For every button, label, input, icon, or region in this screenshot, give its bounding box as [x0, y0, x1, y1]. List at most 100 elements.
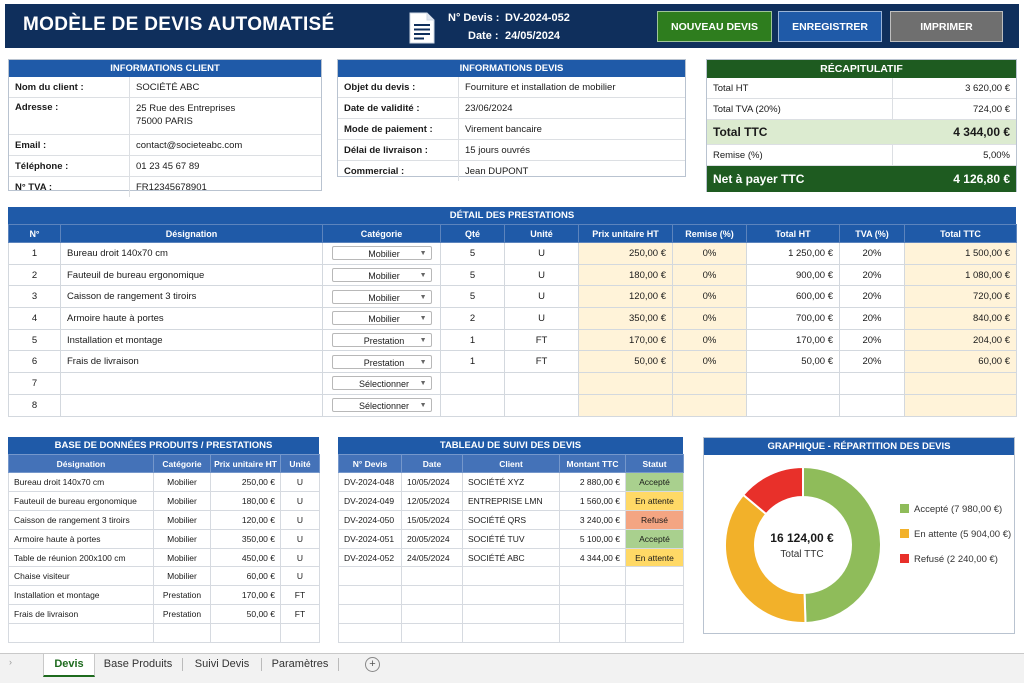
discount-cell[interactable]: 0%	[672, 328, 747, 352]
unit-cell	[504, 372, 579, 395]
discount-cell[interactable]: 0%	[672, 242, 747, 265]
donut-slice	[741, 465, 804, 516]
designation-cell[interactable]: Caisson de rangement 3 tiroirs	[60, 285, 323, 309]
qty-cell[interactable]: 5	[440, 242, 505, 265]
category-dropdown[interactable]: Mobilier ▼	[331, 289, 432, 304]
save-button[interactable]: ENREGISTRER	[778, 11, 882, 42]
designation-cell[interactable]: Frais de livraison	[60, 350, 323, 374]
unit-cell: FT	[504, 328, 579, 352]
vat-cell: 20%	[839, 328, 905, 352]
header-bar: MODÈLE DE DEVIS AUTOMATISÉ N° Devis : DV…	[5, 4, 1019, 48]
vat-cell: 20%	[839, 350, 905, 374]
category-dropdown[interactable]: Mobilier ▼	[331, 246, 432, 261]
product-row: Bureau droit 140x70 cm Mobilier 250,00 € U	[8, 472, 320, 492]
total-ttc-value: 4 344,00 €	[892, 119, 1016, 145]
discount-cell[interactable]: 0%	[672, 285, 747, 309]
product-price-cell: 450,00 €	[210, 547, 281, 568]
qty-cell[interactable]: 5	[440, 263, 505, 287]
chevron-down-icon: ▼	[419, 358, 427, 366]
product-category-cell: Prestation	[153, 604, 211, 625]
client-email-value[interactable]: contact@societeabc.com	[129, 134, 321, 156]
quote-delivery-value[interactable]: 15 jours ouvrés	[458, 139, 685, 161]
discount-cell[interactable]	[672, 393, 747, 417]
discount-cell[interactable]	[672, 372, 747, 395]
qty-cell[interactable]	[440, 393, 505, 417]
quote-client-cell	[462, 604, 560, 625]
discount-cell[interactable]: 0%	[672, 307, 747, 330]
tab-base-produits[interactable]: Base Produits	[103, 658, 173, 670]
row-number: 7	[8, 372, 61, 395]
add-sheet-icon[interactable]: +	[365, 657, 380, 672]
quote-no-cell	[338, 566, 402, 587]
category-dropdown[interactable]: Mobilier ▼	[331, 268, 432, 283]
designation-cell[interactable]	[60, 393, 323, 417]
qty-cell[interactable]: 5	[440, 285, 505, 309]
quote-label: Date de validité :	[338, 97, 459, 119]
chart-title: GRAPHIQUE - RÉPARTITION DES DEVIS	[704, 438, 1014, 455]
chevron-down-icon: ▼	[419, 315, 427, 323]
vat-cell: 20%	[839, 307, 905, 330]
client-address-value[interactable]: 25 Rue des Entreprises 75000 PARIS	[129, 97, 321, 135]
category-dropdown[interactable]: Sélectionner ▼	[331, 398, 432, 413]
designation-cell[interactable]: Fauteuil de bureau ergonomique	[60, 263, 323, 287]
row-number: 6	[8, 350, 61, 374]
product-row: Table de réunion 200x100 cm Mobilier 450,0…	[8, 547, 320, 568]
quote-salesperson-value[interactable]: Jean DUPONT	[465, 165, 529, 177]
unit-price-cell: 50,00 €	[578, 350, 673, 374]
quote-row: Commercial : Jean DUPONT	[338, 160, 685, 181]
tab-devis[interactable]: Devis	[43, 654, 95, 677]
quote-amount-cell	[559, 566, 626, 587]
product-name-cell: Frais de livraison	[8, 604, 154, 625]
total-tva-label: Total TVA (20%)	[707, 98, 894, 120]
quote-amount-cell: 4 344,00 €	[559, 547, 626, 568]
total-ht-cell: 170,00 €	[746, 328, 840, 352]
category-cell: Mobilier ▼	[322, 242, 441, 265]
total-ttc-cell	[904, 393, 1017, 417]
quote-date-cell	[401, 623, 463, 644]
chevron-down-icon: ▼	[419, 272, 427, 280]
tab-parametres[interactable]: Paramètres	[271, 658, 329, 670]
category-dropdown[interactable]: Sélectionner ▼	[331, 376, 432, 391]
print-button[interactable]: IMPRIMER	[890, 11, 1003, 42]
category-dropdown[interactable]: Prestation ▼	[331, 333, 432, 348]
recap-row: Total TVA (20%) 724,00 €	[707, 98, 1016, 120]
quote-client-cell: ENTREPRISE LMN	[462, 490, 560, 511]
category-dropdown[interactable]: Prestation ▼	[331, 354, 432, 369]
tab-divider	[261, 658, 262, 671]
unit-price-cell: 170,00 €	[578, 328, 673, 352]
client-phone-value[interactable]: 01 23 45 67 89	[129, 155, 321, 177]
discount-cell[interactable]: 0%	[672, 350, 747, 374]
client-info-title: INFORMATIONS CLIENT	[9, 60, 321, 77]
col-header: Client	[462, 454, 560, 473]
qty-cell[interactable]: 2	[440, 307, 505, 330]
tab-divider	[338, 658, 339, 671]
designation-cell[interactable]: Bureau droit 140x70 cm	[60, 242, 323, 265]
tab-scroll-left-icon[interactable]: ›	[9, 657, 12, 667]
legend-swatch	[900, 554, 909, 563]
product-row: Installation et montage Prestation 170,00 …	[8, 585, 320, 606]
qty-cell[interactable]: 1	[440, 350, 505, 374]
tracking-header-row: N° Devis Date Client Montant TTC Statut	[338, 454, 684, 473]
client-vat-value[interactable]: FR12345678901	[136, 181, 207, 193]
discount-value[interactable]: 5,00%	[892, 144, 1016, 166]
tab-suivi-devis[interactable]: Suivi Devis	[194, 658, 250, 670]
designation-cell[interactable]	[60, 372, 323, 395]
recap-panel: RÉCAPITULATIF Total HT 3 620,00 € Total T…	[706, 59, 1017, 192]
category-dropdown[interactable]: Mobilier ▼	[331, 311, 432, 326]
qty-cell[interactable]: 1	[440, 328, 505, 352]
quote-validity-value[interactable]: 23/06/2024	[458, 97, 685, 119]
designation-cell[interactable]: Armoire haute à portes	[60, 307, 323, 330]
products-panel: BASE DE DONNÉES PRODUITS / PRESTATIONS D…	[8, 437, 320, 644]
total-ttc-cell: 1 500,00 €	[904, 242, 1017, 265]
row-number: 8	[8, 393, 61, 417]
designation-cell[interactable]: Installation et montage	[60, 328, 323, 352]
quote-subject-value[interactable]: Fourniture et installation de mobilier	[458, 77, 685, 98]
client-name-value[interactable]: SOCIÉTÉ ABC	[129, 77, 321, 98]
quote-payment-value[interactable]: Virement bancaire	[458, 118, 685, 140]
discount-cell[interactable]: 0%	[672, 263, 747, 287]
quote-date-cell: 20/05/2024	[401, 528, 463, 549]
row-number: 2	[8, 263, 61, 287]
new-quote-button[interactable]: NOUVEAU DEVIS	[657, 11, 772, 42]
qty-cell[interactable]	[440, 372, 505, 395]
quote-info-table: Objet du devis : Fourniture et installati…	[338, 77, 685, 181]
